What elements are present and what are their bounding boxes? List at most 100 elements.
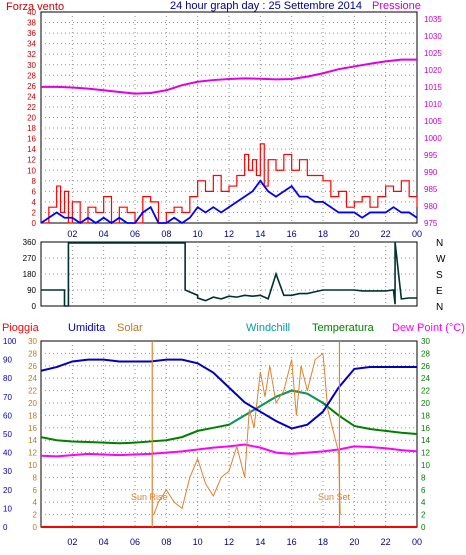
page-title: 24 hour graph day : 25 Settembre 2014 bbox=[170, 0, 362, 12]
y-tick-label-temp: 16 bbox=[421, 424, 430, 433]
y-tick-label-humidity: 20 bbox=[3, 486, 12, 495]
y-tick-label-solar: 2 bbox=[33, 511, 38, 520]
y-tick-label-pressure: 1030 bbox=[424, 32, 442, 41]
y-tick-label-pressure: 1035 bbox=[424, 15, 442, 24]
y-tick-label-humidity: 50 bbox=[3, 430, 12, 439]
wind-speed-header: Forza vento bbox=[6, 1, 64, 13]
y-tick-label-pressure: 995 bbox=[424, 151, 438, 160]
y-tick-label-humidity: 60 bbox=[3, 411, 12, 420]
y-tick-label-wind: 32 bbox=[27, 50, 36, 59]
y-tick-label-wind: 20 bbox=[27, 114, 36, 123]
y-tick-label-humidity: 80 bbox=[3, 374, 12, 383]
y-tick-label-wind: 28 bbox=[27, 71, 36, 80]
x-tick-label: 16 bbox=[287, 229, 297, 239]
y-tick-label-direction: 360 bbox=[23, 238, 37, 247]
sunrise-label: Sun Rise bbox=[131, 492, 168, 502]
x-tick-label: 10 bbox=[193, 229, 203, 239]
wind-average-line bbox=[40, 179, 418, 225]
compass-label: E bbox=[436, 286, 443, 297]
y-tick-label-temp: 26 bbox=[421, 362, 430, 371]
y-tick-label-solar: 18 bbox=[28, 411, 37, 420]
y-tick-label-temp: 14 bbox=[421, 436, 430, 445]
y-tick-label-temp: 30 bbox=[421, 337, 430, 346]
y-tick-label-direction: 0 bbox=[32, 302, 37, 311]
y-tick-label-wind: 8 bbox=[32, 177, 37, 186]
x-tick-label: 22 bbox=[381, 229, 391, 239]
wind-speed-line bbox=[41, 143, 418, 224]
y-tick-label-direction: 90 bbox=[27, 286, 36, 295]
y-tick-label-temp: 4 bbox=[421, 498, 426, 507]
y-tick-label-solar: 24 bbox=[28, 374, 37, 383]
y-tick-label-solar: 30 bbox=[28, 337, 37, 346]
y-tick-label-solar: 10 bbox=[28, 461, 37, 470]
y-tick-label-pressure: 1015 bbox=[424, 83, 442, 92]
y-tick-label-solar: 16 bbox=[28, 424, 37, 433]
x-tick-label: 02 bbox=[67, 537, 77, 547]
legend-rain: Pioggia bbox=[2, 322, 40, 334]
y-tick-label-wind: 6 bbox=[32, 187, 37, 196]
windchill-line bbox=[228, 390, 324, 426]
legend-dewpoint: Dew Point (°C) bbox=[392, 322, 465, 334]
x-tick-label: 08 bbox=[161, 537, 171, 547]
y-tick-label-wind: 34 bbox=[27, 40, 36, 49]
x-tick-label: 10 bbox=[193, 537, 203, 547]
x-tick-label: 16 bbox=[287, 537, 297, 547]
x-tick-label: 12 bbox=[224, 229, 234, 239]
wind-direction-line bbox=[41, 241, 417, 307]
y-tick-label-pressure: 1005 bbox=[424, 117, 442, 126]
y-tick-label-temp: 6 bbox=[421, 486, 426, 495]
sunset-label: Sun Set bbox=[318, 492, 351, 502]
legend-solar: Solar bbox=[117, 322, 143, 334]
x-tick-label: 20 bbox=[349, 229, 359, 239]
compass-label: W bbox=[436, 254, 446, 265]
y-tick-label-humidity: 90 bbox=[3, 356, 12, 365]
y-tick-label-temp: 20 bbox=[421, 399, 430, 408]
y-tick-label-humidity: 0 bbox=[3, 523, 8, 532]
y-tick-label-direction: 180 bbox=[23, 270, 37, 279]
x-tick-label: 06 bbox=[130, 229, 140, 239]
y-tick-label-pressure: 1025 bbox=[424, 49, 442, 58]
x-tick-label: 18 bbox=[318, 537, 328, 547]
compass-label: N bbox=[436, 302, 443, 313]
x-tick-label: 22 bbox=[381, 537, 391, 547]
y-tick-label-solar: 8 bbox=[33, 473, 38, 482]
humidity-line bbox=[40, 358, 417, 430]
y-tick-label-pressure: 1000 bbox=[424, 134, 442, 143]
y-tick-label-humidity: 30 bbox=[3, 467, 12, 476]
dewpoint-line bbox=[40, 443, 418, 458]
x-tick-label: 12 bbox=[224, 537, 234, 547]
y-tick-label-wind: 38 bbox=[27, 19, 36, 28]
y-tick-label-pressure: 990 bbox=[424, 168, 438, 177]
legend-humidity: Umidita bbox=[68, 322, 106, 334]
compass-label: S bbox=[436, 270, 443, 281]
y-tick-label-temp: 12 bbox=[421, 449, 430, 458]
y-tick-label-pressure: 1020 bbox=[424, 66, 442, 75]
y-tick-label-direction: 270 bbox=[23, 254, 37, 263]
y-tick-label-solar: 28 bbox=[28, 349, 37, 358]
y-tick-label-temp: 24 bbox=[421, 374, 430, 383]
y-tick-label-pressure: 985 bbox=[424, 185, 438, 194]
y-tick-label-temp: 18 bbox=[421, 411, 430, 420]
y-tick-label-temp: 22 bbox=[421, 387, 430, 396]
y-tick-label-wind: 14 bbox=[27, 145, 36, 154]
legend-windchill: Windchill bbox=[246, 322, 290, 334]
x-tick-label: 04 bbox=[99, 229, 109, 239]
y-tick-label-wind: 16 bbox=[27, 135, 36, 144]
y-tick-label-solar: 20 bbox=[28, 399, 37, 408]
x-tick-label: 14 bbox=[255, 537, 265, 547]
x-tick-label: 14 bbox=[255, 229, 265, 239]
x-tick-label: 20 bbox=[349, 537, 359, 547]
y-tick-label-solar: 22 bbox=[28, 387, 37, 396]
y-tick-label-temp: 0 bbox=[421, 523, 426, 532]
y-tick-label-temp: 28 bbox=[421, 349, 430, 358]
legend-temperature: Temperatura bbox=[312, 322, 375, 334]
y-tick-label-humidity: 100 bbox=[3, 337, 17, 346]
y-tick-label-solar: 0 bbox=[33, 523, 38, 532]
y-tick-label-temp: 10 bbox=[421, 461, 430, 470]
x-tick-label: 04 bbox=[99, 537, 109, 547]
solar-line bbox=[153, 352, 341, 515]
y-tick-label-humidity: 40 bbox=[3, 449, 12, 458]
